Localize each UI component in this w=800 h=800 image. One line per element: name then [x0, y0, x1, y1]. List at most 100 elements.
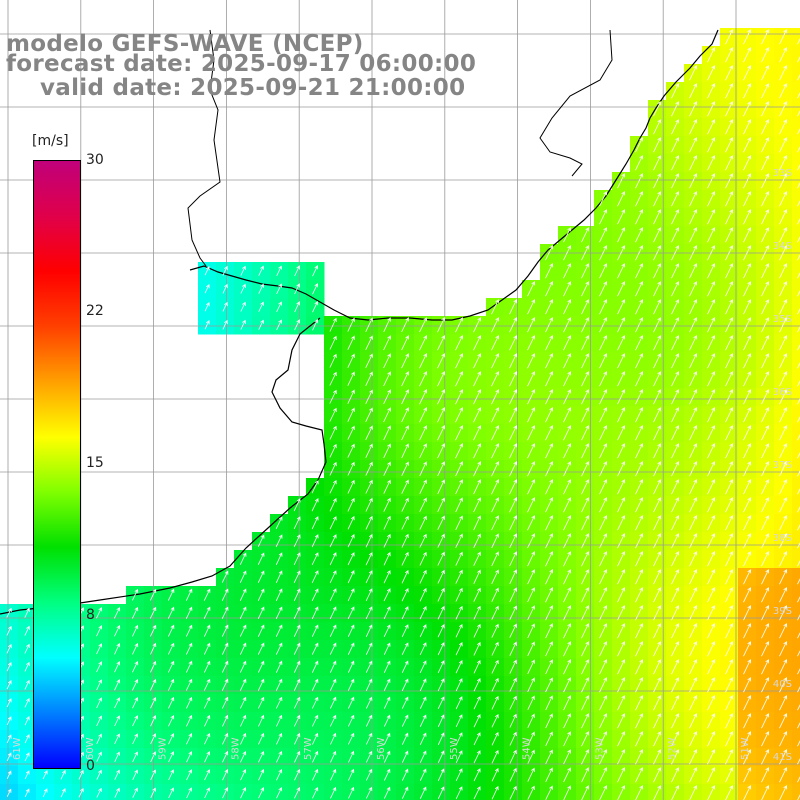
- wind-arrow: [671, 497, 680, 513]
- wind-arrow: [437, 335, 446, 351]
- wind-arrow: [383, 533, 391, 548]
- wind-arrow: [329, 461, 337, 476]
- wind-arrow: [401, 660, 409, 673]
- wind-arrow: [24, 734, 30, 744]
- wind-arrow: [383, 407, 391, 423]
- wind-arrow: [725, 101, 734, 117]
- wind-arrow: [168, 714, 175, 727]
- wind-arrow: [563, 443, 572, 459]
- wind-arrow: [779, 695, 788, 711]
- wind-arrow: [707, 191, 716, 207]
- wind-arrow: [653, 479, 662, 495]
- wind-arrow: [563, 281, 572, 297]
- wind-arrow: [330, 768, 337, 781]
- wind-arrow: [617, 767, 626, 783]
- wind-arrow: [509, 299, 518, 315]
- wind-arrow: [689, 227, 698, 243]
- wind-arrow: [545, 479, 554, 495]
- wind-arrow: [761, 335, 770, 351]
- wind-arrow: [167, 588, 175, 601]
- wind-arrow: [689, 515, 698, 531]
- wind-arrow: [365, 624, 373, 638]
- wind-arrow: [383, 317, 391, 333]
- wind-arrow: [797, 794, 800, 800]
- wind-arrow: [599, 497, 608, 513]
- wind-arrow: [365, 497, 373, 512]
- wind-arrow: [257, 552, 265, 565]
- wind-arrow: [347, 570, 355, 584]
- wind-arrow: [347, 714, 355, 727]
- wind-arrow: [455, 407, 464, 423]
- wind-arrow: [707, 83, 716, 99]
- wind-arrow: [185, 588, 193, 601]
- wind-arrow: [599, 425, 608, 441]
- wind-arrow: [168, 769, 174, 781]
- wind-arrow: [743, 425, 752, 441]
- wind-arrow: [725, 191, 734, 207]
- wind-arrow: [329, 606, 337, 620]
- wind-arrow: [599, 263, 608, 279]
- wind-arrow: [437, 407, 446, 423]
- wind-arrow: [617, 479, 626, 495]
- wind-arrow: [437, 714, 445, 728]
- wind-arrow: [761, 443, 770, 459]
- wind-arrow: [635, 569, 644, 585]
- wind-arrow: [797, 236, 800, 243]
- wind-arrow: [779, 731, 788, 747]
- wind-arrow: [617, 317, 626, 333]
- wind-arrow: [383, 714, 391, 727]
- wind-arrow: [455, 714, 463, 728]
- wind-arrow: [599, 551, 608, 567]
- wind-arrow: [401, 786, 409, 799]
- wind-arrow: [401, 696, 409, 709]
- wind-arrow: [509, 623, 517, 638]
- wind-arrow: [329, 552, 337, 566]
- wind-arrow: [635, 317, 644, 333]
- wind-arrow: [761, 389, 770, 405]
- longitude-label: 60W: [85, 737, 96, 760]
- wind-arrow: [365, 443, 373, 458]
- wind-arrow: [275, 606, 283, 619]
- wind-arrow: [617, 605, 626, 621]
- wind-arrow: [401, 606, 409, 620]
- field-cell: [792, 190, 800, 209]
- wind-arrow: [239, 570, 247, 583]
- wind-arrow: [329, 443, 337, 458]
- wind-arrow: [509, 785, 517, 800]
- wind-arrow: [779, 443, 788, 459]
- wind-arrow: [581, 335, 590, 351]
- wind-arrow: [653, 101, 662, 117]
- wind-arrow: [167, 660, 175, 673]
- wind-arrow: [743, 209, 752, 225]
- wind-arrow: [581, 281, 590, 297]
- wind-arrow: [581, 479, 590, 495]
- wind-arrow: [455, 317, 464, 333]
- wind-arrow: [725, 317, 734, 333]
- wind-arrow: [473, 317, 482, 333]
- wind-arrow: [455, 569, 463, 584]
- wind-arrow: [707, 173, 716, 189]
- colorbar-tick: 8: [86, 607, 95, 623]
- wind-arrow: [761, 479, 770, 495]
- wind-arrow: [743, 443, 752, 459]
- field-cell: [792, 568, 800, 587]
- wind-arrow: [437, 443, 445, 459]
- wind-arrow: [203, 696, 211, 709]
- wind-arrow: [635, 551, 644, 567]
- wind-arrow: [599, 209, 608, 225]
- wind-arrow: [581, 605, 590, 621]
- wind-arrow: [509, 497, 517, 513]
- wind-arrow: [311, 570, 319, 584]
- wind-arrow: [401, 732, 409, 745]
- wind-arrow: [671, 245, 680, 261]
- wind-arrow: [78, 769, 84, 780]
- wind-arrow: [581, 227, 590, 243]
- wind-arrow: [329, 317, 337, 332]
- wind-arrow: [599, 695, 608, 711]
- longitude-label: 59W: [158, 737, 169, 760]
- wind-arrow: [150, 751, 156, 763]
- latitude-label: 38S: [773, 533, 792, 544]
- wind-arrow: [527, 749, 535, 764]
- wind-arrow: [275, 678, 283, 691]
- wind-arrow: [311, 606, 319, 620]
